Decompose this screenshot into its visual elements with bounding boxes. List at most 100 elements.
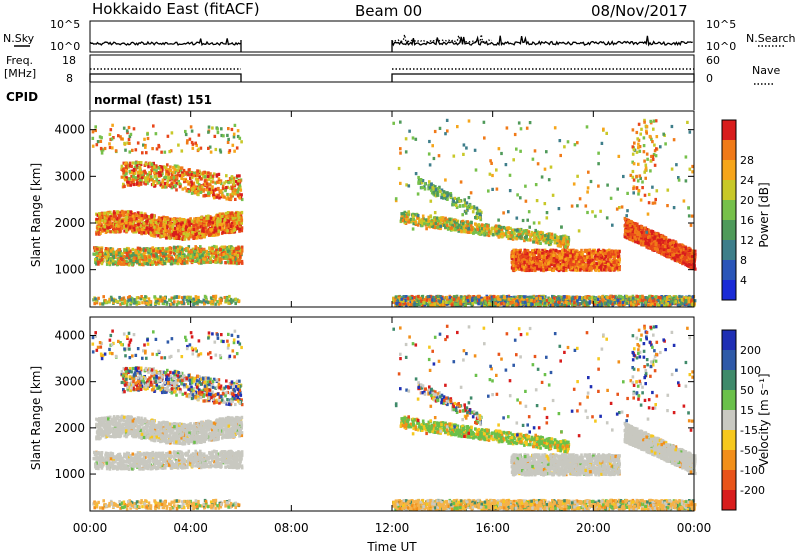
echo-cell (400, 212, 403, 216)
echo-cell (136, 246, 140, 250)
echo-cell (179, 260, 182, 264)
echo-cell (182, 259, 185, 263)
echo-cell (116, 212, 119, 216)
echo-cell (547, 234, 550, 238)
echo-cell (138, 230, 141, 234)
echo-cell (188, 296, 191, 300)
echo-cell (110, 230, 114, 234)
echo-cell (168, 236, 172, 240)
echo-cell (220, 182, 223, 186)
echo-cell (215, 214, 218, 218)
echo-cell (97, 231, 100, 235)
echo-cell (166, 225, 169, 229)
echo-cell (134, 250, 138, 254)
echo-cell (235, 213, 239, 218)
echo-cell (199, 235, 202, 240)
echo-cell (183, 219, 186, 223)
echo-cell (152, 249, 155, 253)
echo-cell (111, 259, 115, 263)
echo-cell (155, 178, 159, 182)
echo-cell (203, 179, 207, 183)
echo-cell (117, 218, 120, 222)
echo-cell (109, 247, 113, 251)
echo-cell (220, 245, 224, 249)
echo-cell (238, 174, 241, 178)
nave-label: Nave (752, 64, 780, 77)
echo-cell (100, 212, 103, 216)
echo-cell (175, 188, 178, 192)
echo-cell (177, 295, 181, 299)
echo-cell (103, 146, 107, 151)
echo-cell (165, 236, 168, 240)
echo-cell (232, 218, 235, 222)
echo-cell (553, 233, 557, 237)
echo-cell (150, 178, 153, 182)
echo-cell (170, 259, 173, 263)
echo-cell (227, 301, 230, 305)
echo-cell (606, 258, 609, 262)
echo-cell (183, 261, 187, 265)
echo-cell (236, 258, 239, 262)
echo-cell (197, 247, 201, 251)
echo-cell (107, 258, 111, 263)
echo-cell (144, 171, 147, 175)
echo-cell (209, 296, 213, 300)
echo-cell (156, 250, 160, 254)
echo-cell (106, 250, 109, 254)
echo-cell (153, 260, 156, 264)
echo-cell (175, 177, 179, 181)
echo-cell (487, 230, 491, 234)
echo-cell (193, 250, 197, 254)
echo-cell (132, 226, 135, 230)
echo-cell (448, 217, 451, 221)
echo-cell (189, 221, 193, 226)
echo-cell (198, 221, 201, 225)
echo-cell (198, 218, 202, 222)
echo-cell (189, 249, 193, 253)
echo-cell (238, 229, 241, 233)
echo-cell (125, 248, 129, 252)
echo-cell (98, 228, 102, 232)
echo-cell (129, 210, 132, 214)
echo-cell (229, 218, 232, 222)
echo-cell (212, 196, 216, 200)
echo-cell (181, 187, 185, 191)
echo-cell (557, 235, 560, 240)
echo-cell (132, 182, 135, 186)
echo-cell (207, 130, 210, 134)
echo-cell (205, 249, 208, 254)
echo-cell (124, 224, 128, 228)
echo-cell (191, 230, 194, 234)
echo-cell (113, 228, 116, 232)
echo-cell (145, 255, 149, 259)
echo-cell (121, 219, 124, 223)
echo-cell (148, 171, 151, 175)
echo-cell (215, 258, 219, 262)
echo-cell (230, 187, 234, 191)
echo-cell (220, 252, 224, 256)
echo-cell (110, 222, 113, 226)
echo-cell (202, 183, 206, 187)
echo-cell (146, 163, 150, 167)
echo-cell (142, 263, 145, 267)
echo-cell (154, 249, 158, 254)
echo-cell (119, 218, 122, 222)
echo-cell (123, 224, 126, 228)
echo-cell (146, 132, 149, 136)
echo-cell (104, 219, 107, 223)
echo-cell (158, 259, 162, 264)
echo-cell (185, 171, 188, 175)
echo-cell (152, 254, 155, 258)
echo-cell (111, 222, 115, 226)
echo-cell (109, 215, 112, 219)
echo-cell (216, 187, 220, 191)
echo-cell (159, 253, 162, 257)
echo-cell (114, 230, 117, 234)
noise-left-tick-bottom: 10^0 (50, 40, 80, 53)
echo-cell (149, 175, 153, 179)
echo-cell (167, 176, 170, 180)
echo-cell (143, 255, 146, 259)
echo-cell (215, 195, 219, 199)
echo-cell (532, 240, 535, 244)
echo-cell (107, 261, 111, 265)
